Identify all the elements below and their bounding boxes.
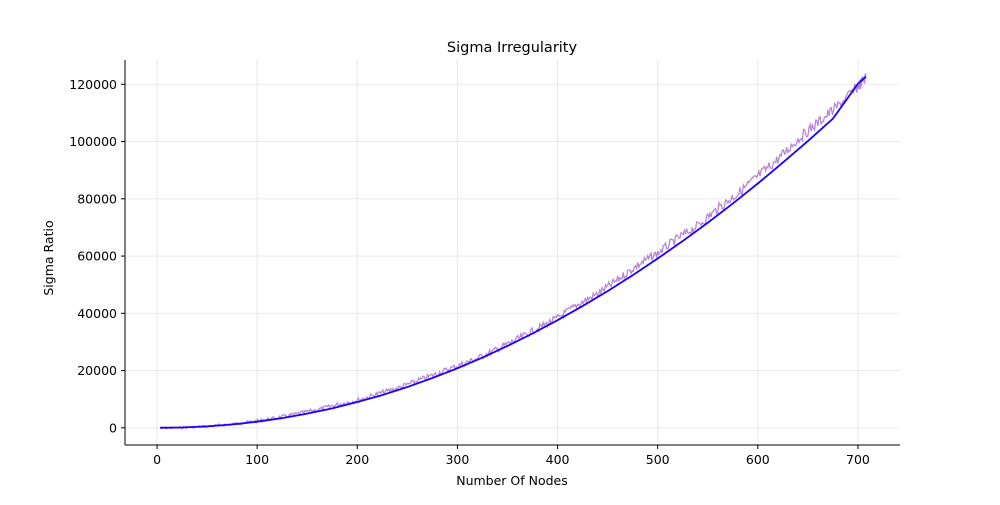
- chart-title: Sigma Irregularity: [447, 40, 578, 56]
- x-tick-label: 0: [153, 452, 161, 467]
- x-tick-label: 200: [345, 452, 369, 467]
- series-layer: [159, 72, 867, 430]
- y-tick-label: 120000: [69, 77, 117, 92]
- y-tick-label: 40000: [77, 306, 117, 321]
- y-tick-label: 20000: [77, 363, 117, 378]
- y-axis-label: Sigma Ratio: [41, 220, 56, 295]
- x-tick-label: 300: [445, 452, 469, 467]
- axes: 0 100 200 300 400 500 600 700 0 20000 40000 60000 80…: [69, 60, 900, 467]
- x-tick-label: 700: [846, 452, 870, 467]
- data-series-line: [159, 72, 867, 430]
- x-tick-label: 600: [746, 452, 770, 467]
- x-tick-label: 500: [646, 452, 670, 467]
- x-tick-label: 100: [245, 452, 269, 467]
- y-tick-label: 80000: [77, 191, 117, 206]
- grid: [125, 60, 900, 445]
- y-tick-label: 60000: [77, 249, 117, 264]
- fit-series-line: [160, 75, 867, 429]
- y-tick-label: 100000: [69, 134, 117, 149]
- y-tick-label: 0: [109, 420, 117, 435]
- x-axis-label: Number Of Nodes: [456, 473, 568, 488]
- x-tick-label: 400: [546, 452, 570, 467]
